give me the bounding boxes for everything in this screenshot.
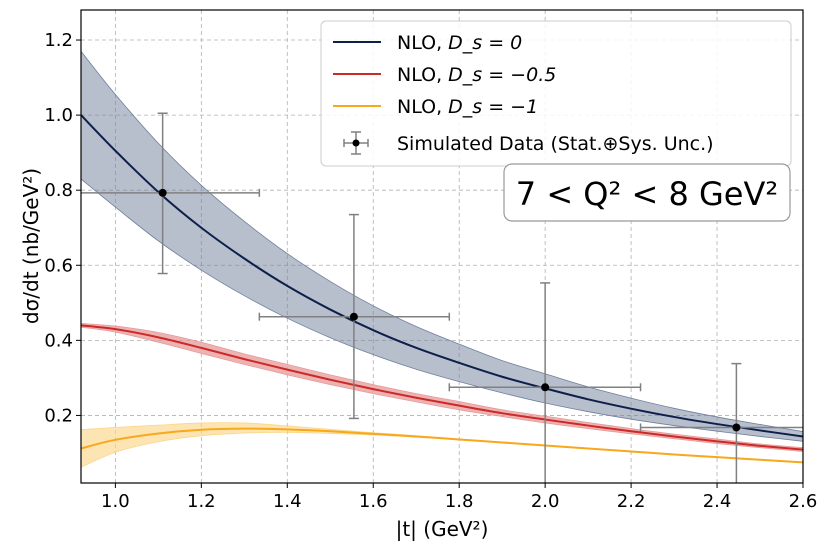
legend-label-ds0: NLO, D_s = 0 [397, 32, 522, 54]
data-point [349, 312, 358, 321]
legend-label-data: Simulated Data (Stat.⊕Sys. Unc.) [397, 133, 714, 155]
legend-label-ds1-math: D_s = −1 [448, 96, 538, 118]
x-tick-label: 2.2 [617, 491, 646, 512]
plot-frame [80, 9, 804, 484]
y-tick-label: 1.0 [44, 105, 73, 126]
x-tick-label: 2.4 [703, 491, 732, 512]
band-ds1 [81, 422, 803, 468]
y-tick-label: 1.2 [44, 30, 73, 51]
legend-label-ds0-text: NLO, [397, 32, 448, 54]
line-ds1 [81, 427, 803, 464]
axis-ticks: 1.0 1.2 1.4 1.6 1.8 2.0 2.2 2.4 2.6 0.2 0.4 0.6 0.8 1… [44, 30, 817, 512]
series-lines [81, 114, 803, 464]
y-tick-label: 0.4 [44, 330, 73, 351]
data-point [732, 423, 741, 432]
legend: NLO, D_s = 0 NLO, D_s = −0.5 NLO, D_s = … [320, 20, 792, 167]
y-axis-title: dσ/dt (nb/GeV²) [19, 168, 43, 324]
y-tick-label: 0.8 [44, 180, 73, 201]
x-axis-title: |t| (GeV²) [396, 517, 489, 541]
y-tick-label: 0.2 [44, 405, 73, 426]
legend-label-ds05: NLO, D_s = −0.5 [397, 64, 556, 86]
legend-data-marker [352, 139, 360, 147]
legend-label-ds0-math: D_s = 0 [448, 32, 522, 54]
annotation-box [503, 163, 791, 222]
x-tick-label: 1.2 [187, 491, 216, 512]
legend-label-ds05-text: NLO, [397, 64, 448, 86]
legend-swatch-data [343, 131, 369, 155]
legend-label-ds1: NLO, D_s = −1 [397, 96, 538, 118]
y-tick-label: 0.6 [44, 255, 73, 276]
annotation: 7 < Q² < 8 GeV² [503, 163, 791, 222]
legend-label-ds05-math: D_s = −0.5 [448, 64, 556, 86]
legend-label-ds1-text: NLO, [397, 96, 448, 118]
x-tick-label: 1.0 [101, 491, 130, 512]
data-point [541, 383, 550, 392]
x-tick-label: 1.4 [273, 491, 302, 512]
data-point [158, 188, 167, 197]
line-ds05 [81, 324, 803, 451]
line-ds0 [81, 114, 803, 438]
x-tick-label: 1.6 [359, 491, 388, 512]
x-tick-label: 2.6 [789, 491, 818, 512]
annotation-text: 7 < Q² < 8 GeV² [516, 175, 778, 213]
x-tick-label: 1.8 [445, 491, 474, 512]
data-points [81, 112, 803, 483]
x-tick-label: 2.0 [531, 491, 560, 512]
